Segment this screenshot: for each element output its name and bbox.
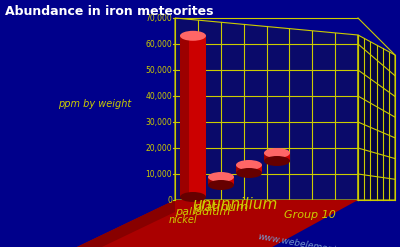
Polygon shape [180, 36, 189, 197]
Text: ununnilium: ununnilium [192, 197, 278, 212]
Ellipse shape [264, 148, 290, 158]
Ellipse shape [208, 180, 234, 190]
Polygon shape [358, 35, 395, 200]
Polygon shape [236, 165, 262, 173]
Text: www.webelements.com: www.webelements.com [256, 232, 364, 247]
Text: 40,000: 40,000 [145, 91, 172, 101]
Polygon shape [208, 177, 217, 185]
Text: Group 10: Group 10 [284, 210, 336, 220]
Text: ppm by weight: ppm by weight [58, 99, 132, 109]
Ellipse shape [180, 192, 206, 202]
Text: 20,000: 20,000 [145, 144, 172, 152]
Ellipse shape [236, 168, 262, 178]
Polygon shape [264, 153, 290, 161]
Text: platinum: platinum [193, 201, 249, 214]
Ellipse shape [236, 160, 262, 170]
Polygon shape [180, 36, 206, 197]
Text: palladium: palladium [175, 207, 231, 217]
Polygon shape [56, 200, 175, 247]
Text: Abundance in iron meteorites: Abundance in iron meteorites [5, 5, 214, 18]
Text: nickel: nickel [169, 215, 197, 225]
Polygon shape [236, 165, 245, 173]
Text: 60,000: 60,000 [145, 40, 172, 48]
Text: 0: 0 [167, 195, 172, 205]
Polygon shape [175, 18, 358, 200]
Polygon shape [208, 177, 234, 185]
Polygon shape [264, 153, 273, 161]
Text: 10,000: 10,000 [145, 169, 172, 179]
Text: 70,000: 70,000 [145, 14, 172, 22]
Polygon shape [56, 200, 358, 247]
Text: 30,000: 30,000 [145, 118, 172, 126]
Text: 50,000: 50,000 [145, 65, 172, 75]
Ellipse shape [208, 172, 234, 182]
Ellipse shape [180, 31, 206, 41]
Ellipse shape [264, 156, 290, 166]
